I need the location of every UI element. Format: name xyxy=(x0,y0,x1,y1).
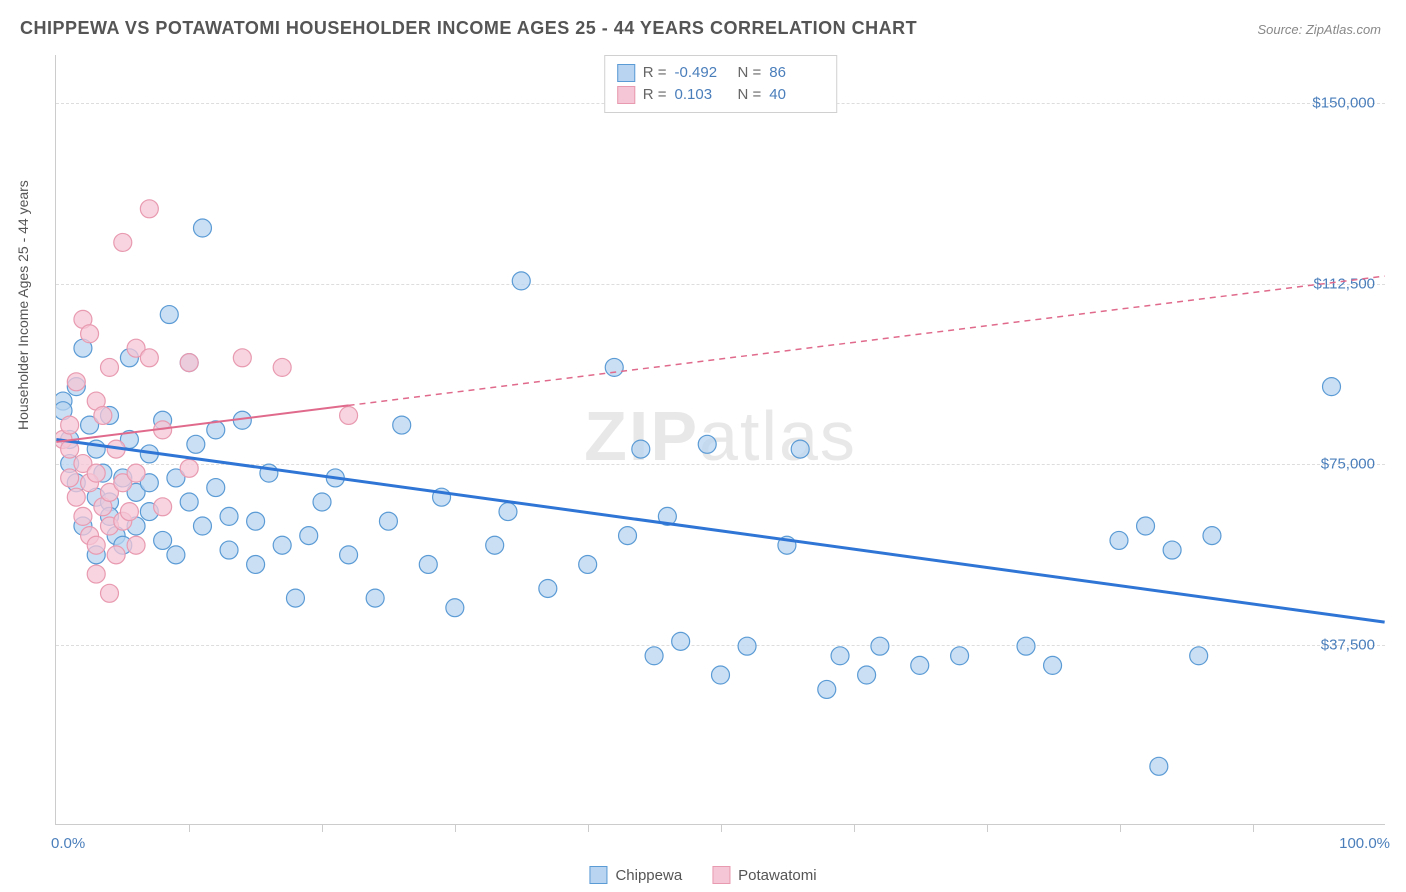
y-axis-title: Householder Income Ages 25 - 44 years xyxy=(15,180,31,430)
x-tick xyxy=(1253,824,1254,832)
legend-item-potawatomi: Potawatomi xyxy=(712,866,816,884)
scatter-plot xyxy=(56,55,1385,824)
x-tick xyxy=(322,824,323,832)
swatch-potawatomi-icon xyxy=(712,866,730,884)
x-tick xyxy=(588,824,589,832)
x-min-label: 0.0% xyxy=(51,835,85,852)
x-tick xyxy=(721,824,722,832)
x-tick xyxy=(455,824,456,832)
stats-row-chippewa: R = -0.492 N = 86 xyxy=(617,62,825,84)
swatch-chippewa-icon xyxy=(589,866,607,884)
x-tick xyxy=(1120,824,1121,832)
bottom-legend: Chippewa Potawatomi xyxy=(589,866,816,884)
x-tick xyxy=(854,824,855,832)
stats-legend: R = -0.492 N = 86 R = 0.103 N = 40 xyxy=(604,55,838,113)
source-label: Source: ZipAtlas.com xyxy=(1257,22,1381,37)
swatch-potawatomi xyxy=(617,86,635,104)
x-tick xyxy=(189,824,190,832)
x-tick xyxy=(987,824,988,832)
chart-area: ZIPatlas R = -0.492 N = 86 R = 0.103 N =… xyxy=(55,55,1385,825)
swatch-chippewa xyxy=(617,64,635,82)
chart-title: CHIPPEWA VS POTAWATOMI HOUSEHOLDER INCOM… xyxy=(20,18,917,39)
x-max-label: 100.0% xyxy=(1339,835,1390,852)
stats-row-potawatomi: R = 0.103 N = 40 xyxy=(617,84,825,106)
legend-item-chippewa: Chippewa xyxy=(589,866,682,884)
